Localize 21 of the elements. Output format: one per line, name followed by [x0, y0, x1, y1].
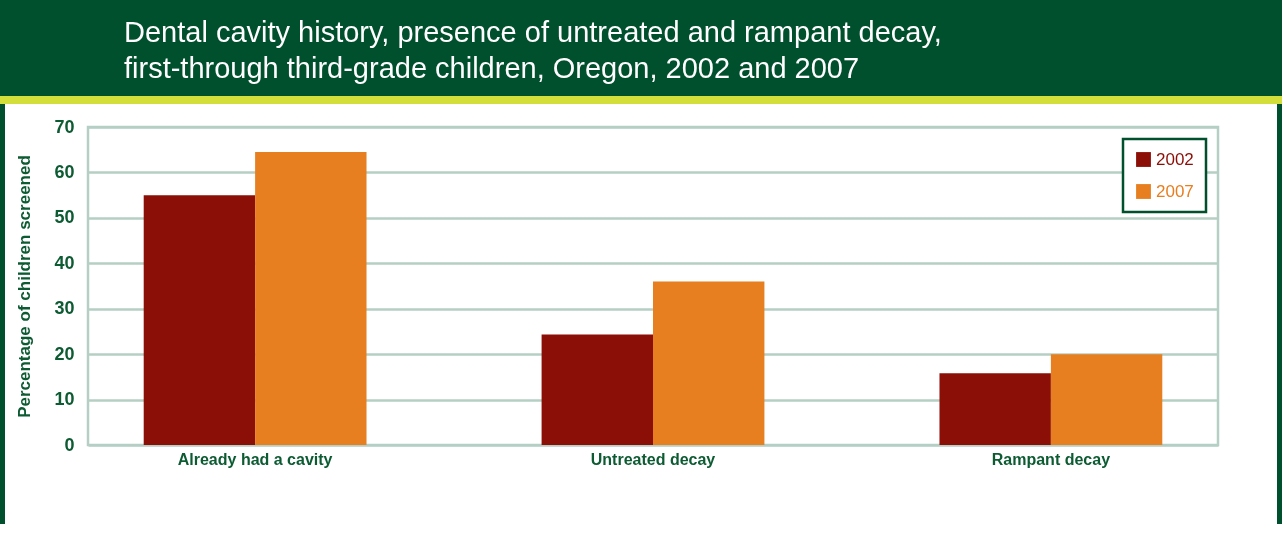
x-tick-label: Untreated decay: [590, 450, 716, 468]
bar: [143, 195, 256, 445]
y-tick-label: 70: [54, 116, 75, 137]
y-tick-label: 60: [54, 161, 75, 182]
y-tick-label: 10: [54, 389, 75, 410]
legend-label: 2002: [1156, 149, 1194, 169]
bar: [1050, 354, 1163, 445]
bar: [255, 151, 367, 445]
y-tick-label: 40: [54, 252, 75, 273]
y-tick-label: 0: [64, 434, 75, 455]
legend-label: 2007: [1156, 181, 1194, 201]
bar: [939, 373, 1051, 445]
x-tick-label: Already had a cavity: [177, 450, 333, 468]
y-tick-label: 50: [54, 207, 75, 228]
y-tick-label: 30: [54, 298, 75, 319]
x-tick-label: Rampant decay: [991, 450, 1111, 468]
bar: [653, 281, 765, 445]
chart-title: Dental cavity history, presence of untreated and rampant decay, first-through third-grade children, Oregon, 2002 and 2007: [0, 0, 1282, 104]
y-tick-label: 20: [54, 343, 75, 364]
y-axis-title: Percentage of children screened: [15, 155, 35, 418]
bar: [541, 334, 653, 445]
